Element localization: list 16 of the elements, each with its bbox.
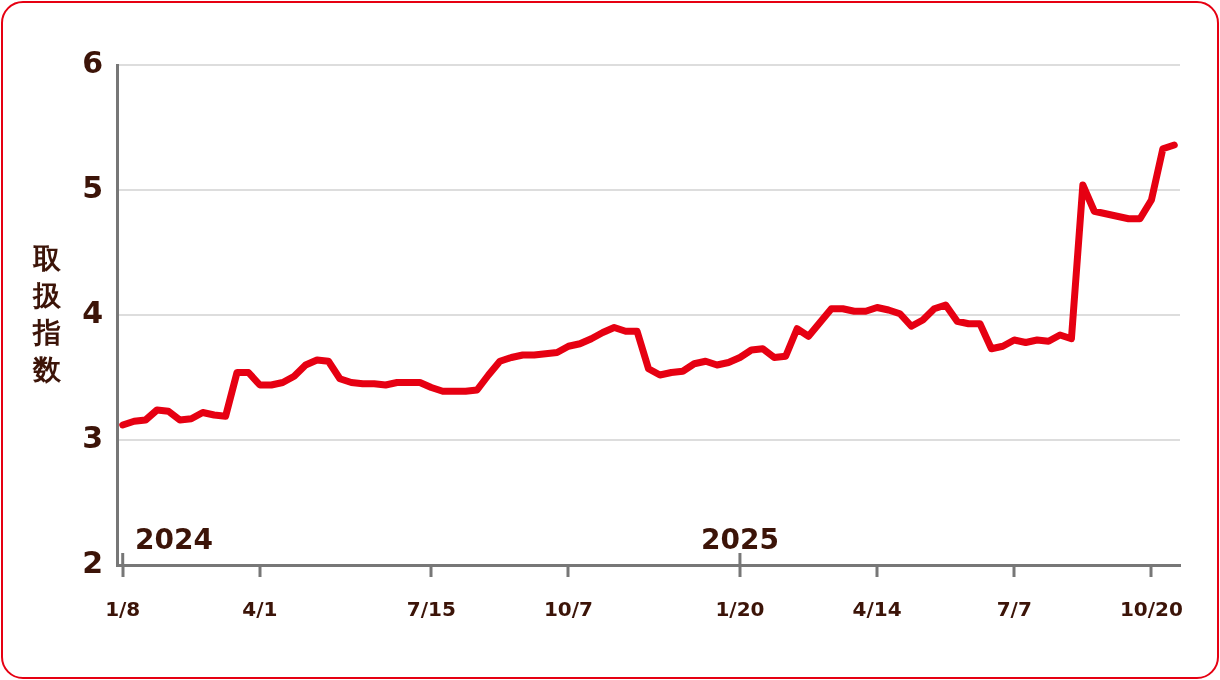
x-tick-label: 10/20 [1119,597,1183,622]
y-axis-title: 取扱指数 [31,241,62,388]
x-tick-label: 1/8 [105,597,141,622]
annotation: 2025 [700,523,779,556]
x-tick-label: 10/7 [543,597,594,622]
x-tick-label: 1/20 [715,597,765,622]
y-tick-label: 5 [82,169,103,205]
y-tick-label: 3 [82,419,103,455]
x-tick-label: 7/7 [996,597,1032,622]
x-tick-label: 7/15 [406,597,456,622]
x-tick-label: 4/1 [242,597,278,622]
y-tick-label: 6 [82,44,103,80]
y-tick-label: 2 [82,544,103,580]
annotation: 2024 [135,523,213,556]
y-tick-label: 4 [82,294,103,330]
x-tick-label: 4/14 [852,597,902,622]
